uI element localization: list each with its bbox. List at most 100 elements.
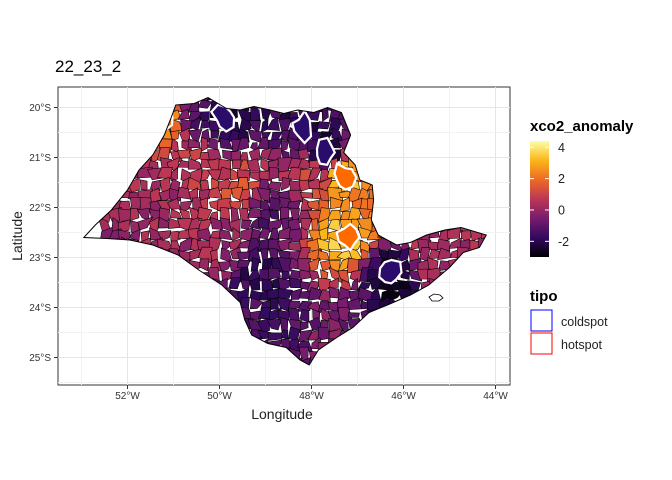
municipality [436,238,451,252]
hotspot-label: hotspot [561,338,603,352]
municipality [218,229,233,241]
municipality [509,248,522,261]
municipality [509,318,522,332]
municipality [198,188,211,201]
municipality [139,179,148,190]
municipality [328,317,342,333]
x-axis-title: Longitude [251,406,313,422]
y-tick-label: 20°S [29,103,51,114]
municipality [328,251,342,261]
municipality [512,258,521,269]
legend-item-hotspot: hotspot [530,332,603,355]
municipality [170,230,181,244]
municipality [249,277,261,291]
municipality [170,166,178,182]
municipality [511,348,522,361]
y-tick-label: 21°S [29,153,51,164]
municipality [267,332,283,341]
municipality [512,91,518,102]
municipality [156,166,173,180]
municipality [327,237,342,250]
tipo-legend-title: tipo [530,288,558,305]
state-border [82,96,488,366]
municipality [308,270,320,281]
coldspot-region [378,258,403,285]
x-tick-label: 50°W [207,391,232,402]
municipality [296,301,312,312]
colorbar-label: 2 [558,172,565,186]
y-tick-label: 23°S [29,253,51,264]
municipality [210,130,220,139]
island [428,293,444,302]
municipality [339,197,350,213]
municipality [416,268,431,280]
municipality [512,310,523,321]
municipality [280,177,292,191]
municipality [316,121,331,130]
municipality [510,378,518,392]
coldspot-key [530,309,553,332]
municipality [219,217,233,233]
municipality [249,217,261,231]
municipality [511,239,520,250]
colorbar-label: 4 [558,141,565,155]
municipality [188,128,203,142]
municipality [129,229,141,242]
municipality [328,286,340,299]
municipality [247,207,262,218]
hotspot-region [335,222,361,253]
municipality [169,187,182,202]
municipality [267,181,282,192]
municipality [256,187,271,204]
coldspot-region [315,136,337,167]
municipality [238,117,252,133]
y-axis-title: Latitude [9,211,25,261]
municipality [299,309,310,323]
municipality [509,338,523,351]
x-axis-ticks: 52°W 50°W 48°W 46°W 44°W [115,385,508,402]
municipality [330,196,343,210]
y-tick-label: 22°S [29,203,51,214]
municipality [306,167,322,184]
municipality [281,329,289,340]
municipality [176,149,192,159]
municipality [510,151,518,162]
municipality [328,277,339,288]
municipality [277,277,292,292]
municipality [187,138,201,149]
municipality [268,267,281,280]
municipality [388,290,403,302]
municipality [267,318,282,331]
municipality [320,269,329,280]
municipality [258,170,273,182]
municipality [137,216,154,231]
coldspot-region [291,108,313,145]
municipality [510,139,519,147]
municipality [269,197,282,211]
coldspot-region [209,103,236,133]
municipality [129,207,140,221]
municipality [307,248,322,262]
plot-title: 22_23_2 [55,57,121,76]
municipality [250,107,261,122]
municipality [337,257,350,274]
municipality [512,297,521,309]
municipality [268,218,283,233]
municipality [509,180,519,193]
municipality [298,329,314,343]
municipality [300,321,309,331]
colorbar-ticks: 4 2 0 -2 [530,141,569,249]
x-tick-label: 48°W [299,391,324,402]
coldspot-label: coldspot [561,315,608,329]
municipality [306,301,322,314]
municipality [347,312,360,318]
municipality [308,257,320,273]
municipality [347,207,362,223]
y-tick-label: 24°S [29,303,51,314]
colorbar-label: -2 [558,235,569,249]
y-axis-ticks: 20°S 21°S 22°S 23°S 24°S 25°S [29,103,58,364]
x-tick-label: 44°W [483,391,508,402]
colorbar-label: 0 [558,203,565,217]
municipality [169,208,182,219]
